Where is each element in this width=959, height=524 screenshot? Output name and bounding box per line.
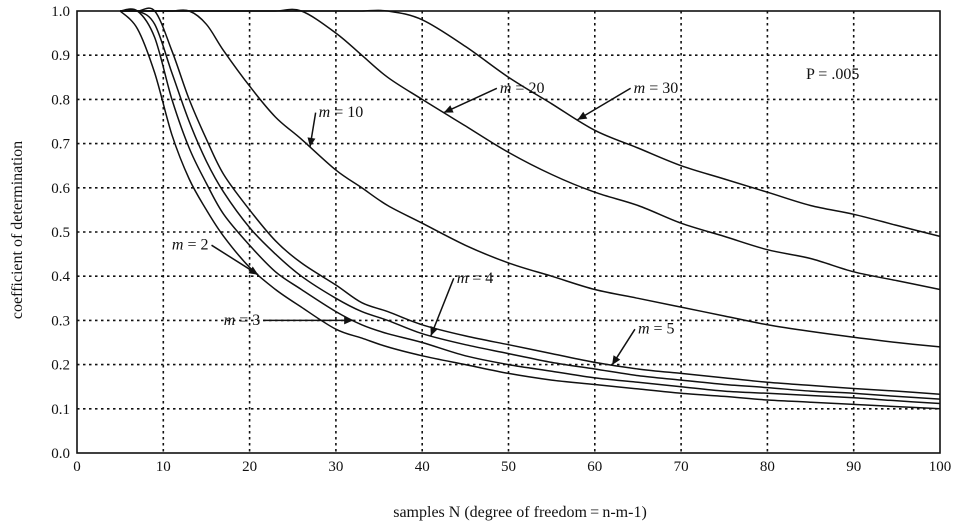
label-arrow bbox=[430, 278, 455, 337]
series-label-value: = 30 bbox=[645, 80, 678, 97]
x-axis-label: samples N (degree of freedom = n-m-1) bbox=[393, 504, 647, 521]
series-label-value: = 10 bbox=[330, 104, 363, 121]
x-tick-label: 90 bbox=[846, 459, 861, 475]
y-tick-label: 0.5 bbox=[51, 225, 70, 241]
series-label: m = 3 bbox=[224, 312, 261, 329]
series-label-value: = 20 bbox=[511, 80, 544, 97]
series-label: m = 20 bbox=[500, 80, 545, 97]
x-tick-label: 10 bbox=[156, 459, 171, 475]
y-tick-label: 1.0 bbox=[51, 4, 70, 20]
y-tick-label: 0.7 bbox=[51, 137, 70, 153]
y-tick-label: 0.6 bbox=[51, 181, 70, 197]
label-arrowhead bbox=[344, 316, 354, 325]
series-label-m: m bbox=[638, 321, 650, 338]
x-tick-label: 0 bbox=[73, 459, 81, 475]
series-label-value: = 3 bbox=[235, 312, 260, 329]
label-arrow bbox=[211, 244, 259, 276]
x-tick-label: 50 bbox=[501, 459, 516, 475]
label-arrow bbox=[577, 87, 632, 121]
series-label-value: = 4 bbox=[468, 270, 493, 287]
series-label-m: m bbox=[500, 80, 512, 97]
series-label: m = 5 bbox=[638, 321, 675, 338]
series-label: m = 10 bbox=[319, 104, 364, 121]
series-labels: m = 2m = 3m = 4m = 5m = 10m = 20 m = 30 bbox=[172, 80, 678, 338]
x-tick-label: 60 bbox=[587, 459, 602, 475]
series-label-m: m bbox=[457, 270, 469, 287]
series-label-m: m bbox=[634, 80, 646, 97]
series-line-m10 bbox=[120, 9, 941, 348]
series-label-m: m bbox=[224, 312, 236, 329]
y-tick-label: 0.9 bbox=[51, 48, 70, 64]
series-line-m3 bbox=[120, 8, 941, 405]
p-value-annotation: P = .005 bbox=[806, 66, 859, 83]
series-label-m: m bbox=[319, 104, 331, 121]
y-axis-label: coefficient of determination bbox=[9, 141, 26, 319]
series-label-value: = 2 bbox=[183, 237, 208, 254]
y-tick-label: 0.8 bbox=[51, 92, 70, 108]
label-arrowhead bbox=[612, 355, 621, 366]
label-arrowhead bbox=[307, 137, 316, 147]
y-tick-label: 0.4 bbox=[51, 269, 70, 285]
x-tick-label: 80 bbox=[760, 459, 775, 475]
series-line-m2 bbox=[119, 10, 941, 410]
label-arrowhead bbox=[430, 326, 438, 336]
series-label: m = 30 bbox=[634, 80, 679, 97]
label-arrowhead bbox=[248, 266, 259, 275]
tick-labels: 0 10 20 30 40 50 60 70 80 90 100 0.0 0.1 0.2 0.3 0.4 0.5… bbox=[51, 4, 951, 475]
y-tick-label: 0.3 bbox=[51, 313, 70, 329]
y-tick-label: 0.2 bbox=[51, 358, 70, 374]
grid bbox=[77, 11, 940, 453]
label-arrowhead bbox=[577, 111, 588, 120]
series-label: m = 2 bbox=[172, 237, 209, 254]
label-arrowhead bbox=[443, 105, 454, 113]
series-label-value: = 5 bbox=[650, 321, 675, 338]
series-label-m: m bbox=[172, 237, 184, 254]
series-line-m5 bbox=[120, 7, 941, 395]
y-tick-label: 0.1 bbox=[51, 402, 70, 418]
x-tick-label: 100 bbox=[929, 459, 952, 475]
x-tick-label: 70 bbox=[674, 459, 689, 475]
x-tick-label: 40 bbox=[415, 459, 430, 475]
x-tick-label: 30 bbox=[328, 459, 343, 475]
series-line-m20 bbox=[120, 8, 941, 291]
x-tick-label: 20 bbox=[242, 459, 257, 475]
plot-frame bbox=[76, 10, 941, 454]
series-line-m4 bbox=[120, 9, 941, 400]
y-tick-label: 0.0 bbox=[51, 446, 70, 462]
label-arrow bbox=[443, 87, 498, 114]
series-label-arrows bbox=[211, 87, 636, 366]
series-label: m = 4 bbox=[457, 270, 494, 287]
